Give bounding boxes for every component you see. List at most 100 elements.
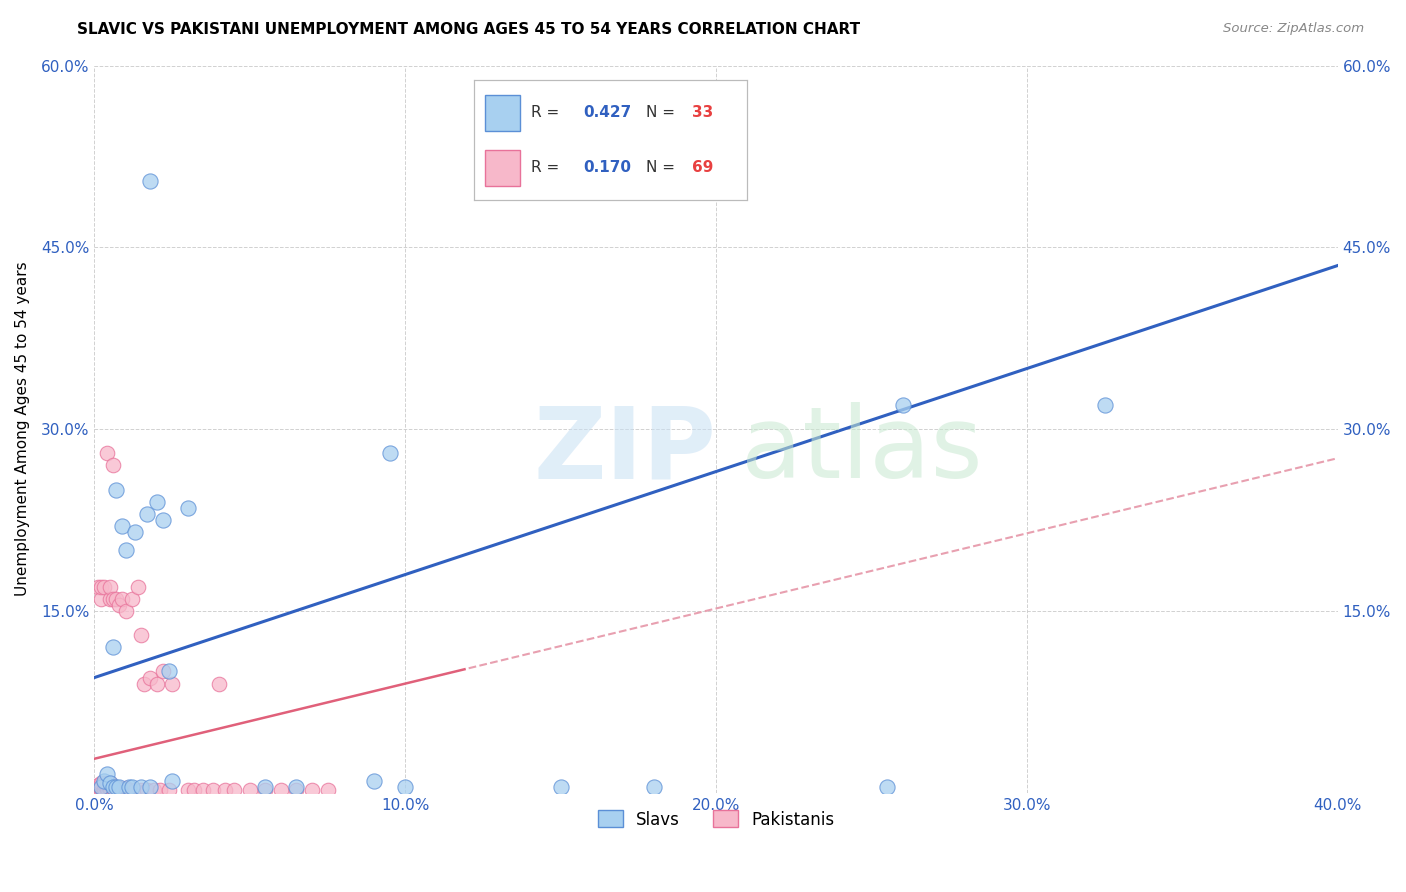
Point [90, 780, 112, 794]
Point [285, 780, 308, 794]
Point [129, 628, 152, 642]
Point [96, 776, 118, 790]
Point [285, 783, 308, 797]
Point [157, 665, 180, 679]
Point [86, 783, 108, 797]
Point [108, 598, 131, 612]
Point [214, 783, 236, 797]
Point [101, 780, 124, 795]
Point [142, 783, 165, 797]
Point [177, 783, 200, 797]
Point [114, 604, 136, 618]
Point [98, 778, 121, 792]
Point [98, 591, 121, 606]
Legend: Slavs, Pakistanis: Slavs, Pakistanis [591, 804, 841, 835]
Point [90, 580, 112, 594]
Point [98, 780, 121, 795]
Y-axis label: Unemployment Among Ages 45 to 54 years: Unemployment Among Ages 45 to 54 years [15, 262, 30, 597]
Point [101, 783, 124, 797]
Point [105, 591, 128, 606]
Point [93, 780, 115, 795]
Point [152, 513, 174, 527]
Point [239, 783, 262, 797]
Point [90, 783, 112, 797]
Point [96, 780, 118, 795]
Point [101, 591, 124, 606]
Point [90, 780, 112, 795]
Text: Source: ZipAtlas.com: Source: ZipAtlas.com [1223, 22, 1364, 36]
Point [93, 580, 115, 594]
Point [86, 580, 108, 594]
Point [93, 778, 115, 792]
Point [378, 446, 401, 460]
Point [201, 783, 224, 797]
Point [108, 783, 131, 797]
Point [93, 773, 115, 788]
Point [152, 665, 174, 679]
Point [129, 780, 152, 794]
Point [86, 778, 108, 792]
Point [96, 767, 118, 781]
Point [105, 780, 128, 795]
Point [208, 676, 231, 690]
Point [160, 676, 183, 690]
Point [224, 783, 246, 797]
Point [254, 780, 277, 794]
Point [139, 174, 162, 188]
Point [1094, 398, 1116, 412]
Text: atlas: atlas [741, 402, 983, 500]
Point [643, 780, 665, 794]
Point [363, 773, 385, 788]
Point [316, 783, 339, 797]
Text: ZIP: ZIP [533, 402, 716, 500]
Point [101, 458, 124, 473]
Point [108, 780, 131, 795]
Point [98, 776, 121, 790]
Point [394, 780, 416, 794]
Point [105, 483, 128, 497]
Point [96, 446, 118, 460]
Point [183, 783, 205, 797]
Point [136, 783, 159, 797]
Point [129, 783, 152, 797]
Point [301, 783, 323, 797]
Point [121, 591, 143, 606]
Point [101, 780, 124, 794]
Point [96, 778, 118, 792]
Point [111, 591, 134, 606]
Point [118, 780, 141, 794]
Point [891, 398, 914, 412]
Point [177, 500, 200, 515]
Point [149, 783, 172, 797]
Point [136, 507, 159, 521]
Point [86, 780, 108, 795]
Point [93, 783, 115, 797]
Point [98, 776, 121, 790]
Point [111, 783, 134, 797]
Point [193, 783, 215, 797]
Point [105, 783, 128, 797]
Point [111, 519, 134, 533]
Point [90, 778, 112, 792]
Point [139, 671, 162, 685]
Point [876, 780, 898, 794]
Point [550, 780, 572, 794]
Point [127, 580, 149, 594]
Point [124, 525, 146, 540]
Point [90, 776, 112, 790]
Point [121, 780, 143, 794]
Point [93, 776, 115, 790]
Text: SLAVIC VS PAKISTANI UNEMPLOYMENT AMONG AGES 45 TO 54 YEARS CORRELATION CHART: SLAVIC VS PAKISTANI UNEMPLOYMENT AMONG A… [77, 22, 860, 37]
Point [114, 780, 136, 795]
Point [101, 640, 124, 655]
Point [254, 783, 277, 797]
Point [98, 580, 121, 594]
Point [98, 783, 121, 797]
Point [134, 676, 156, 690]
Point [270, 783, 292, 797]
Point [124, 783, 146, 797]
Point [145, 676, 167, 690]
Point [105, 780, 128, 794]
Point [139, 780, 162, 794]
Point [118, 783, 141, 797]
